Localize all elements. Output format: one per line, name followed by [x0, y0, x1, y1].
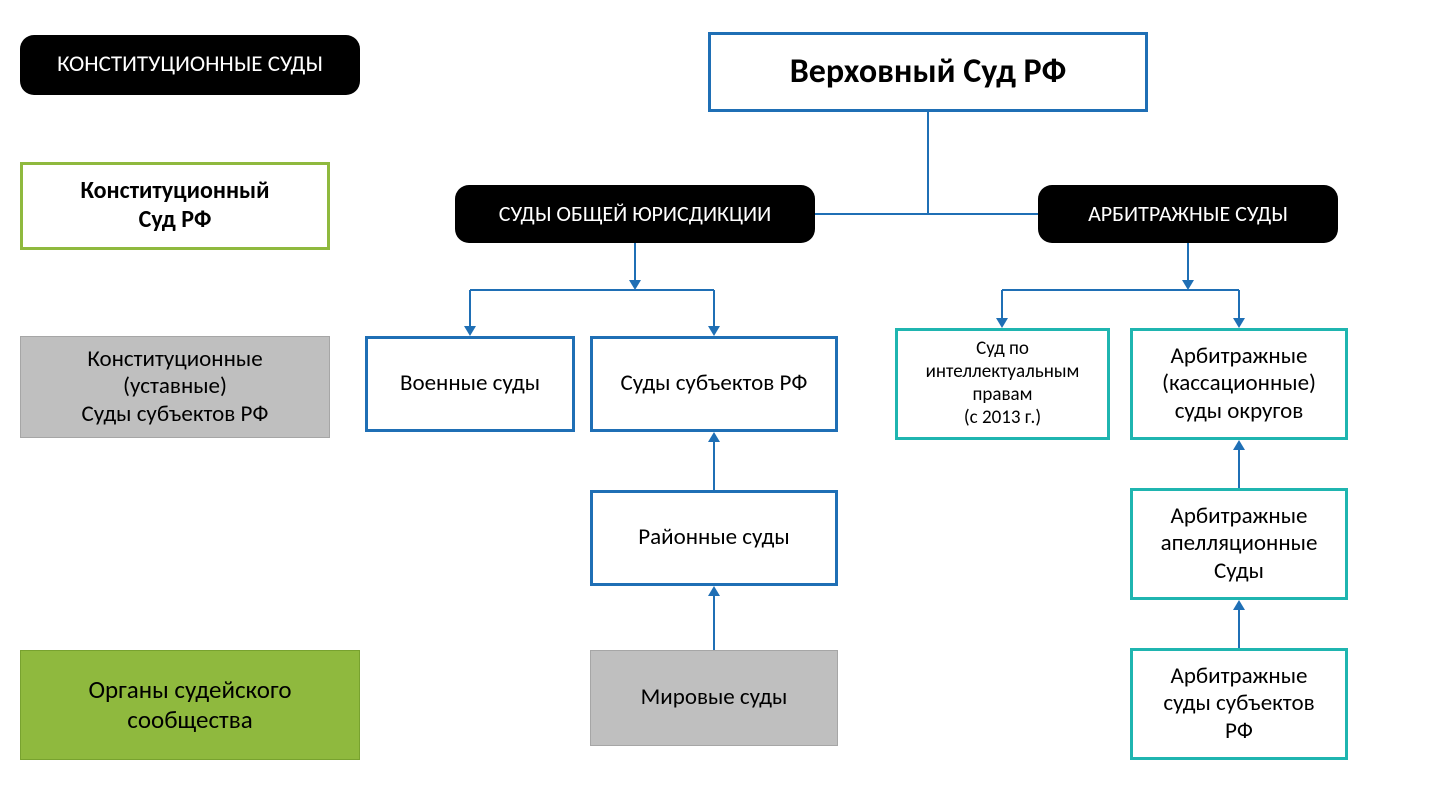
node-subj_rf: Суды субъектов РФ: [590, 336, 838, 432]
node-supreme: Верховный Суд РФ: [708, 32, 1148, 112]
node-arbitr: АРБИТРАЖНЫЕ СУДЫ: [1038, 185, 1338, 243]
node-arb_appeal: Арбитражные апелляционные Суды: [1130, 488, 1348, 600]
node-general: СУДЫ ОБЩЕЙ ЮРИСДИКЦИИ: [455, 185, 815, 243]
node-mirovye: Мировые суды: [590, 650, 838, 746]
node-const_subj: Конституционные (уставные) Суды субъекто…: [20, 336, 330, 438]
node-organ: Органы судейского сообщества: [20, 650, 360, 760]
node-rayonnye: Районные суды: [590, 490, 838, 586]
node-ip_court: Суд по интеллектуальным правам (с 2013 г…: [895, 328, 1110, 440]
node-military: Военные суды: [365, 336, 575, 432]
node-title_const: КОНСТИТУЦИОННЫЕ СУДЫ: [20, 35, 360, 95]
node-arb_subj: Арбитражные суды субъектов РФ: [1130, 648, 1348, 760]
node-const_rf: Конституционный Суд РФ: [20, 162, 330, 250]
node-arb_okrug: Арбитражные (кассационные) суды округов: [1130, 328, 1348, 440]
